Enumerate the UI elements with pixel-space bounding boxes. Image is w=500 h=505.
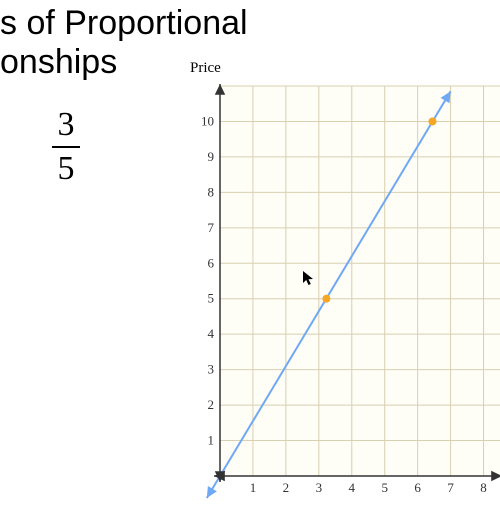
svg-text:1: 1 — [250, 480, 256, 495]
fraction-numerator: 3 — [52, 108, 80, 142]
svg-text:7: 7 — [447, 480, 454, 495]
fraction-bar — [52, 146, 80, 148]
svg-text:5: 5 — [208, 291, 215, 306]
fraction: 3 5 — [52, 108, 80, 186]
svg-text:3: 3 — [316, 480, 323, 495]
svg-text:1: 1 — [208, 433, 215, 448]
svg-text:3: 3 — [208, 362, 215, 377]
svg-text:4: 4 — [208, 326, 215, 341]
svg-text:6: 6 — [208, 255, 215, 270]
fraction-denominator: 5 — [52, 152, 80, 186]
svg-text:8: 8 — [480, 480, 487, 495]
svg-text:8: 8 — [208, 184, 215, 199]
svg-text:7: 7 — [208, 220, 215, 235]
chart: 1 2 3 4 5 6 7 8 1 2 3 4 5 6 7 8 9 10 — [186, 80, 500, 500]
svg-text:2: 2 — [283, 480, 290, 495]
svg-text:4: 4 — [349, 480, 356, 495]
svg-text:10: 10 — [201, 113, 214, 128]
svg-text:5: 5 — [381, 480, 388, 495]
svg-text:6: 6 — [414, 480, 421, 495]
chart-svg: 1 2 3 4 5 6 7 8 1 2 3 4 5 6 7 8 9 10 — [186, 80, 500, 500]
svg-text:2: 2 — [208, 397, 215, 412]
y-axis-label: Price — [190, 60, 221, 77]
title-line-1: s of Proportional — [0, 4, 248, 43]
svg-text:9: 9 — [208, 149, 215, 164]
